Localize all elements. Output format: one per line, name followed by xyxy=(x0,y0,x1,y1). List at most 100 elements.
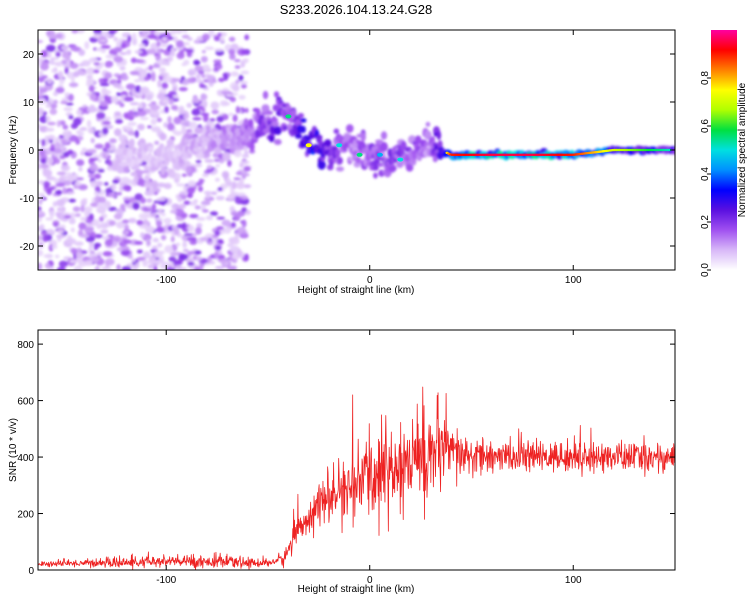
spectrogram-noise-blob xyxy=(54,190,63,195)
spectrogram-noise-blob xyxy=(228,112,234,117)
spectrogram-noise-blob xyxy=(198,178,204,186)
spectrogram-noise-blob xyxy=(90,202,100,208)
spectrogram-noise-blob xyxy=(211,109,219,115)
spectrogram-noise-blob xyxy=(93,33,102,39)
spectrogram-noise-blob xyxy=(119,52,127,56)
spectrogram-noise-blob xyxy=(51,245,58,249)
spectrogram-noise-blob xyxy=(101,266,112,270)
spectrogram-noise-blob xyxy=(169,251,180,257)
spectrogram-noise-blob xyxy=(52,91,59,97)
spectrogram-noise-blob xyxy=(80,234,90,239)
spectrogram-noise-blob xyxy=(215,195,225,201)
spectrogram-noise-blob xyxy=(186,129,192,133)
spectrogram-noise-blob xyxy=(91,162,96,166)
spectrogram-hotspot xyxy=(285,114,292,119)
spectrogram-noise-blob xyxy=(195,226,202,235)
spectrogram-noise-blob xyxy=(169,210,178,214)
spectrogram-y-tick-label: -10 xyxy=(20,194,35,205)
spectrogram-noise-blob xyxy=(66,238,77,245)
spectrogram-noise-blob xyxy=(118,134,128,143)
spectrogram-noise-blob xyxy=(40,49,48,58)
spectrogram-noise-blob xyxy=(80,216,87,222)
spectrogram-noise-blob xyxy=(86,75,93,79)
spectrogram-noise-blob xyxy=(151,203,157,211)
spectrogram-ridge-blob xyxy=(160,166,166,176)
spectrogram-noise-blob xyxy=(64,214,72,219)
spectrogram-noise-blob xyxy=(194,205,201,210)
spectrogram-noise-blob xyxy=(57,70,64,79)
spectrogram-ridge-blob xyxy=(294,133,303,139)
snr-panel: -100 0 100 0 200 400 600 800 Height of straigh… xyxy=(8,329,676,595)
spectrogram-noise-blob xyxy=(229,53,236,60)
spectrogram-noise-blob xyxy=(84,41,90,50)
spectrogram-ridge-blob xyxy=(203,136,211,142)
spectrogram-noise-blob xyxy=(206,74,215,83)
spectrogram-noise-blob xyxy=(182,30,188,33)
spectrogram-noise-blob xyxy=(70,76,75,83)
colorbar-tick-label: 0.6 xyxy=(700,119,711,133)
spectrogram-noise-blob xyxy=(108,220,116,226)
spectrogram-noise-blob xyxy=(71,30,79,34)
spectrogram-noise-blob xyxy=(89,93,97,101)
spectrogram-noise-blob xyxy=(138,33,146,38)
spectrogram-noise-blob xyxy=(195,73,201,80)
spectrogram-noise-blob xyxy=(216,115,224,123)
spectrogram-noise-blob xyxy=(189,213,199,219)
spectrogram-noise-blob xyxy=(223,102,231,106)
spectrogram-noise-blob xyxy=(240,232,249,237)
spectrogram-x-tick-label: 0 xyxy=(367,275,373,286)
spectrogram-noise-blob xyxy=(150,180,158,188)
spectrogram-ridge-blob xyxy=(380,131,388,140)
spectrogram-noise-blob xyxy=(103,205,110,210)
spectrogram-noise-blob xyxy=(59,120,66,126)
spectrogram-noise-blob xyxy=(162,99,169,104)
spectrogram-noise-blob xyxy=(134,129,139,138)
spectrogram-noise-blob xyxy=(216,226,224,231)
spectrogram-ridge-blob xyxy=(333,128,340,134)
spectrogram-noise-blob xyxy=(45,217,54,221)
spectrogram-noise-blob xyxy=(64,92,70,96)
spectrogram-ridge-blob xyxy=(265,110,274,115)
spectrogram-noise-blob xyxy=(154,217,163,221)
spectrogram-noise-blob xyxy=(38,39,44,44)
spectrogram-ridge-blob xyxy=(300,125,306,133)
spectrogram-noise-blob xyxy=(195,256,203,262)
spectrogram-y-tick-label: 0 xyxy=(28,146,34,157)
spectrogram-noise-blob xyxy=(206,215,214,221)
spectrogram-noise-blob xyxy=(213,59,222,64)
spectrogram-noise-blob xyxy=(105,124,114,130)
spectrogram-ridge-blob xyxy=(425,121,431,127)
spectrogram-ridge-blob xyxy=(335,166,345,172)
spectrogram-ridge-blob xyxy=(148,145,154,154)
spectrogram-noise-blob xyxy=(214,48,224,52)
spectrogram-noise-blob xyxy=(223,73,229,81)
spectrogram-noise-blob xyxy=(46,78,53,85)
spectrogram-noise-blob xyxy=(56,266,66,270)
spectrogram-noise-blob xyxy=(78,63,85,67)
spectrogram-noise-blob xyxy=(38,192,46,197)
spectrogram-noise-blob xyxy=(241,207,247,213)
spectrogram-noise-blob xyxy=(107,31,116,35)
spectrogram-y-tick-label: -20 xyxy=(20,242,35,253)
spectrogram-noise-blob xyxy=(185,257,193,264)
spectrogram-noise-blob xyxy=(143,76,150,81)
spectrogram-noise-blob xyxy=(229,192,236,200)
spectrogram-noise-blob xyxy=(178,109,188,115)
spectrogram-noise-blob xyxy=(136,256,146,262)
spectrogram-noise-blob xyxy=(178,253,189,261)
spectrogram-noise-blob xyxy=(70,46,80,52)
spectrogram-noise-blob xyxy=(130,196,135,204)
spectrogram-ridge-blob xyxy=(318,138,323,148)
spectrogram-noise-blob xyxy=(175,194,180,200)
spectrogram-noise-blob xyxy=(232,84,240,92)
spectrogram-noise-blob xyxy=(127,254,133,259)
spectrogram-noise-blob xyxy=(89,157,99,161)
spectrogram-noise-blob xyxy=(214,265,225,270)
spectrogram-noise-blob xyxy=(156,226,165,233)
spectrogram-noise-blob xyxy=(113,73,121,78)
spectrogram-noise-blob xyxy=(58,260,68,268)
spectrogram-hotspot xyxy=(376,152,383,157)
snr-x-tick-label: -100 xyxy=(156,575,176,586)
spectrogram-noise-blob xyxy=(167,115,172,124)
spectrogram-noise-blob xyxy=(214,251,219,259)
